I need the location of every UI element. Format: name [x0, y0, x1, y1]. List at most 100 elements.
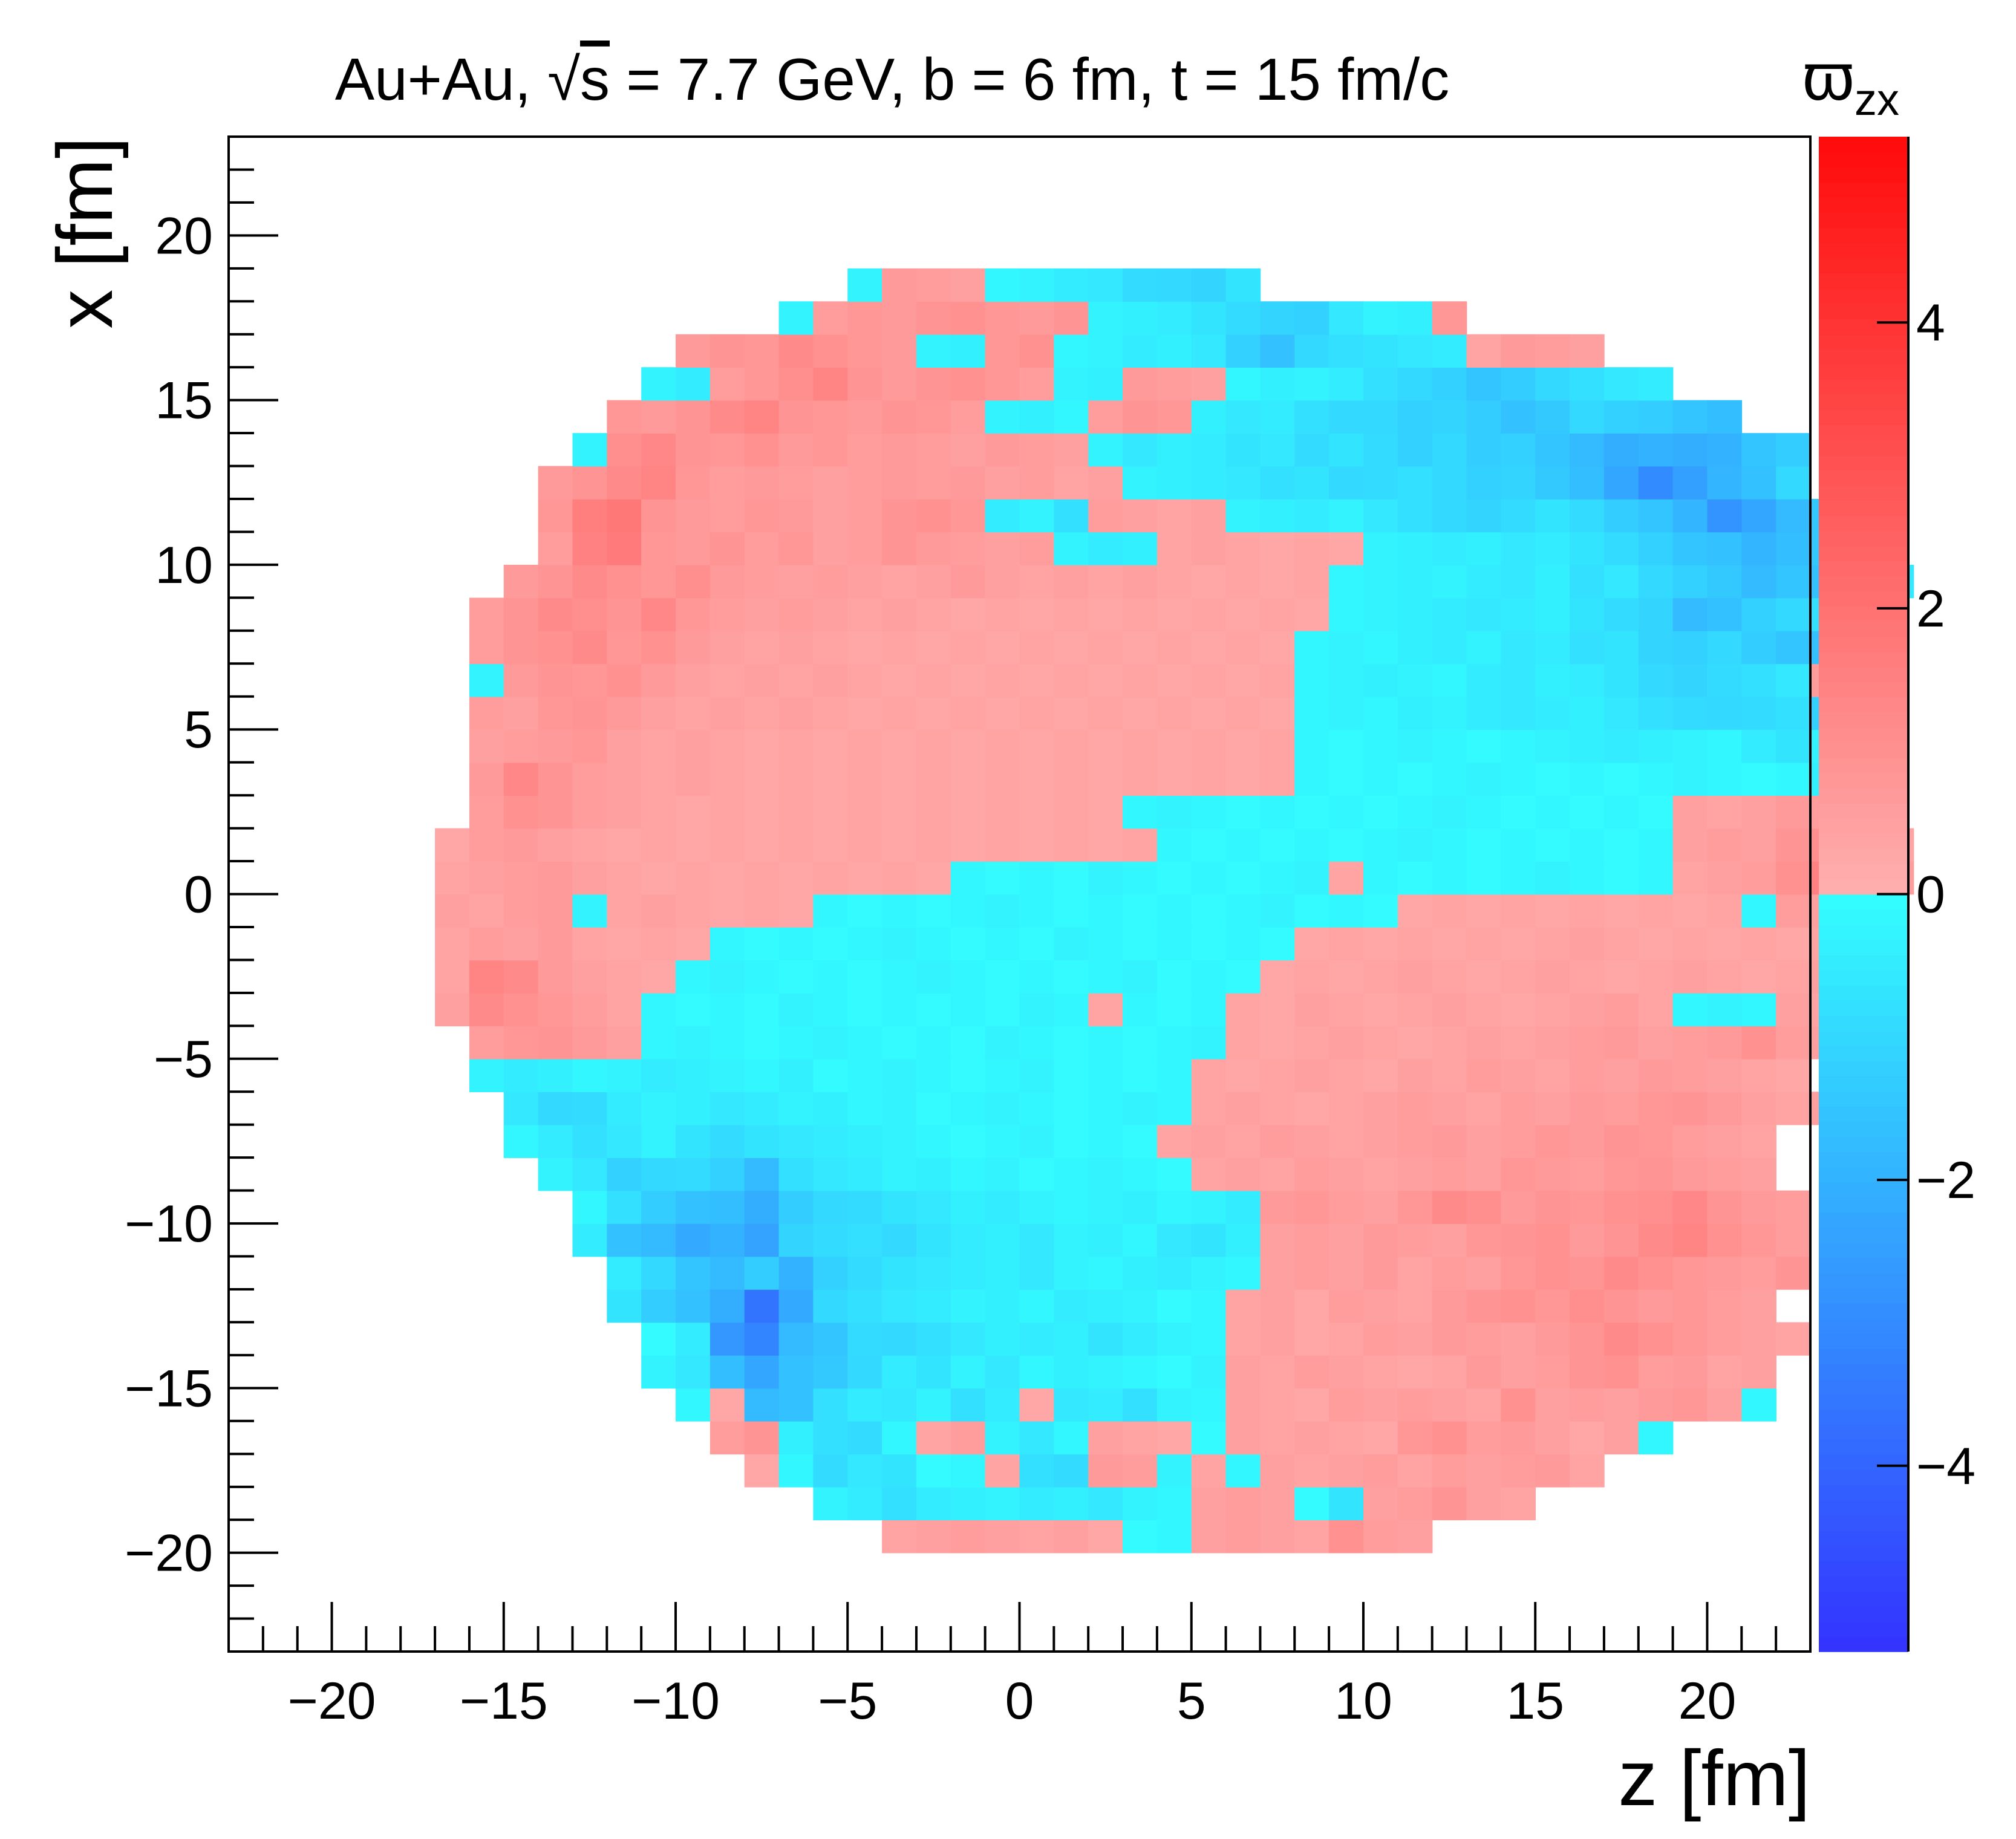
heatmap-cell [1054, 1355, 1089, 1389]
heatmap-cell [503, 960, 539, 994]
heatmap-cell [916, 1454, 951, 1488]
heatmap-cell [1535, 1223, 1570, 1257]
heatmap-cell [1088, 992, 1123, 1027]
heatmap-cell [572, 597, 608, 631]
heatmap-cell [1123, 1322, 1158, 1356]
heatmap-cell [847, 532, 882, 565]
heatmap-cell [744, 1388, 780, 1422]
heatmap-cell [778, 1355, 814, 1389]
x-axis-label: z [fm] [1618, 1734, 1810, 1822]
heatmap-cell [1329, 1454, 1364, 1488]
heatmap-cell [607, 499, 642, 533]
heatmap-cell [1054, 1223, 1089, 1257]
heatmap-cell [950, 499, 986, 533]
heatmap-cell [882, 1486, 917, 1520]
heatmap-cell [1054, 1454, 1089, 1488]
heatmap-cell [435, 861, 470, 895]
heatmap-cell [1191, 894, 1227, 928]
heatmap-cell [1501, 729, 1536, 763]
colorbar-band [1819, 212, 1908, 229]
heatmap-cell [1672, 663, 1708, 697]
heatmap-cell [1776, 729, 1811, 763]
heatmap-cell [1501, 1058, 1536, 1093]
heatmap-cell [985, 1190, 1020, 1224]
heatmap-cell [778, 1388, 814, 1422]
heatmap-cell [1535, 1092, 1570, 1125]
heatmap-cell [1191, 1223, 1227, 1257]
heatmap-cell [1363, 1454, 1398, 1488]
heatmap-cell [916, 597, 951, 631]
heatmap-cell [1294, 597, 1329, 631]
heatmap-cell [1570, 1289, 1605, 1323]
heatmap-cell [1741, 729, 1776, 763]
heatmap-cell [641, 1355, 676, 1389]
heatmap-cell [1156, 729, 1192, 763]
heatmap-cell [1466, 729, 1502, 763]
heatmap-cell [1294, 1421, 1329, 1455]
colorbar-band [1819, 879, 1908, 895]
heatmap-cell [1019, 597, 1055, 631]
heatmap-cell [1707, 1256, 1743, 1290]
heatmap-cell [1432, 1421, 1467, 1455]
heatmap-cell [1501, 334, 1536, 368]
heatmap-cell [1672, 1092, 1708, 1125]
heatmap-cell [778, 564, 814, 599]
heatmap-cell [744, 1355, 780, 1389]
heatmap-cell [1054, 696, 1089, 731]
heatmap-cell [985, 1421, 1020, 1455]
heatmap-cell [676, 696, 711, 731]
heatmap-cell [778, 828, 814, 862]
heatmap-cell [1535, 400, 1570, 434]
heatmap-cell [744, 499, 780, 533]
y-tick-label: −5 [154, 1030, 213, 1089]
heatmap-cell [1191, 663, 1227, 697]
heatmap-cell [1019, 960, 1055, 994]
heatmap-cell [1466, 926, 1502, 961]
heatmap-cell [1535, 992, 1570, 1027]
heatmap-cell [538, 894, 573, 928]
heatmap-cell [676, 1322, 711, 1356]
heatmap-cell [607, 400, 642, 434]
heatmap-cell [1294, 367, 1329, 401]
heatmap-cell [882, 960, 917, 994]
heatmap-cell [916, 1157, 951, 1191]
heatmap-cell [985, 663, 1020, 697]
y-tick-label: 15 [155, 372, 213, 430]
heatmap-cell [950, 433, 986, 467]
heatmap-cell [1294, 564, 1329, 599]
heatmap-cell [1329, 334, 1364, 368]
heatmap-cell [778, 1289, 814, 1323]
heatmap-cell [1672, 926, 1708, 961]
heatmap-cell [1191, 960, 1227, 994]
heatmap-cell [1225, 926, 1261, 961]
heatmap-cell [1123, 960, 1158, 994]
heatmap-cell [1638, 795, 1674, 829]
heatmap-cell [1225, 729, 1261, 763]
heatmap-cell [950, 1058, 986, 1093]
heatmap-cell [985, 729, 1020, 763]
colorbar-band [1819, 833, 1908, 850]
heatmap-cell [1603, 663, 1639, 697]
heatmap-cell [1123, 268, 1158, 302]
heatmap-cell [435, 894, 470, 928]
heatmap-cell [1123, 1026, 1158, 1059]
heatmap-cell [1397, 499, 1433, 533]
colorbar-band [1819, 1106, 1908, 1122]
heatmap-cell [1501, 795, 1536, 829]
heatmap-cell [538, 696, 573, 731]
heatmap-cell [1019, 1157, 1055, 1191]
heatmap-cell [1019, 268, 1055, 302]
heatmap-cell [916, 1190, 951, 1224]
heatmap-cell [1535, 762, 1570, 796]
y-axis-ticks [229, 135, 278, 1653]
heatmap-cell [1156, 1190, 1192, 1224]
heatmap-cell [1019, 762, 1055, 796]
heatmap-cell [641, 1157, 676, 1191]
heatmap-cell [1432, 1058, 1467, 1093]
heatmap-cell [1054, 960, 1089, 994]
heatmap-cell [1535, 696, 1570, 731]
heatmap-cell [1363, 532, 1398, 565]
heatmap-cell [1191, 1322, 1227, 1356]
heatmap-cell [1638, 597, 1674, 631]
